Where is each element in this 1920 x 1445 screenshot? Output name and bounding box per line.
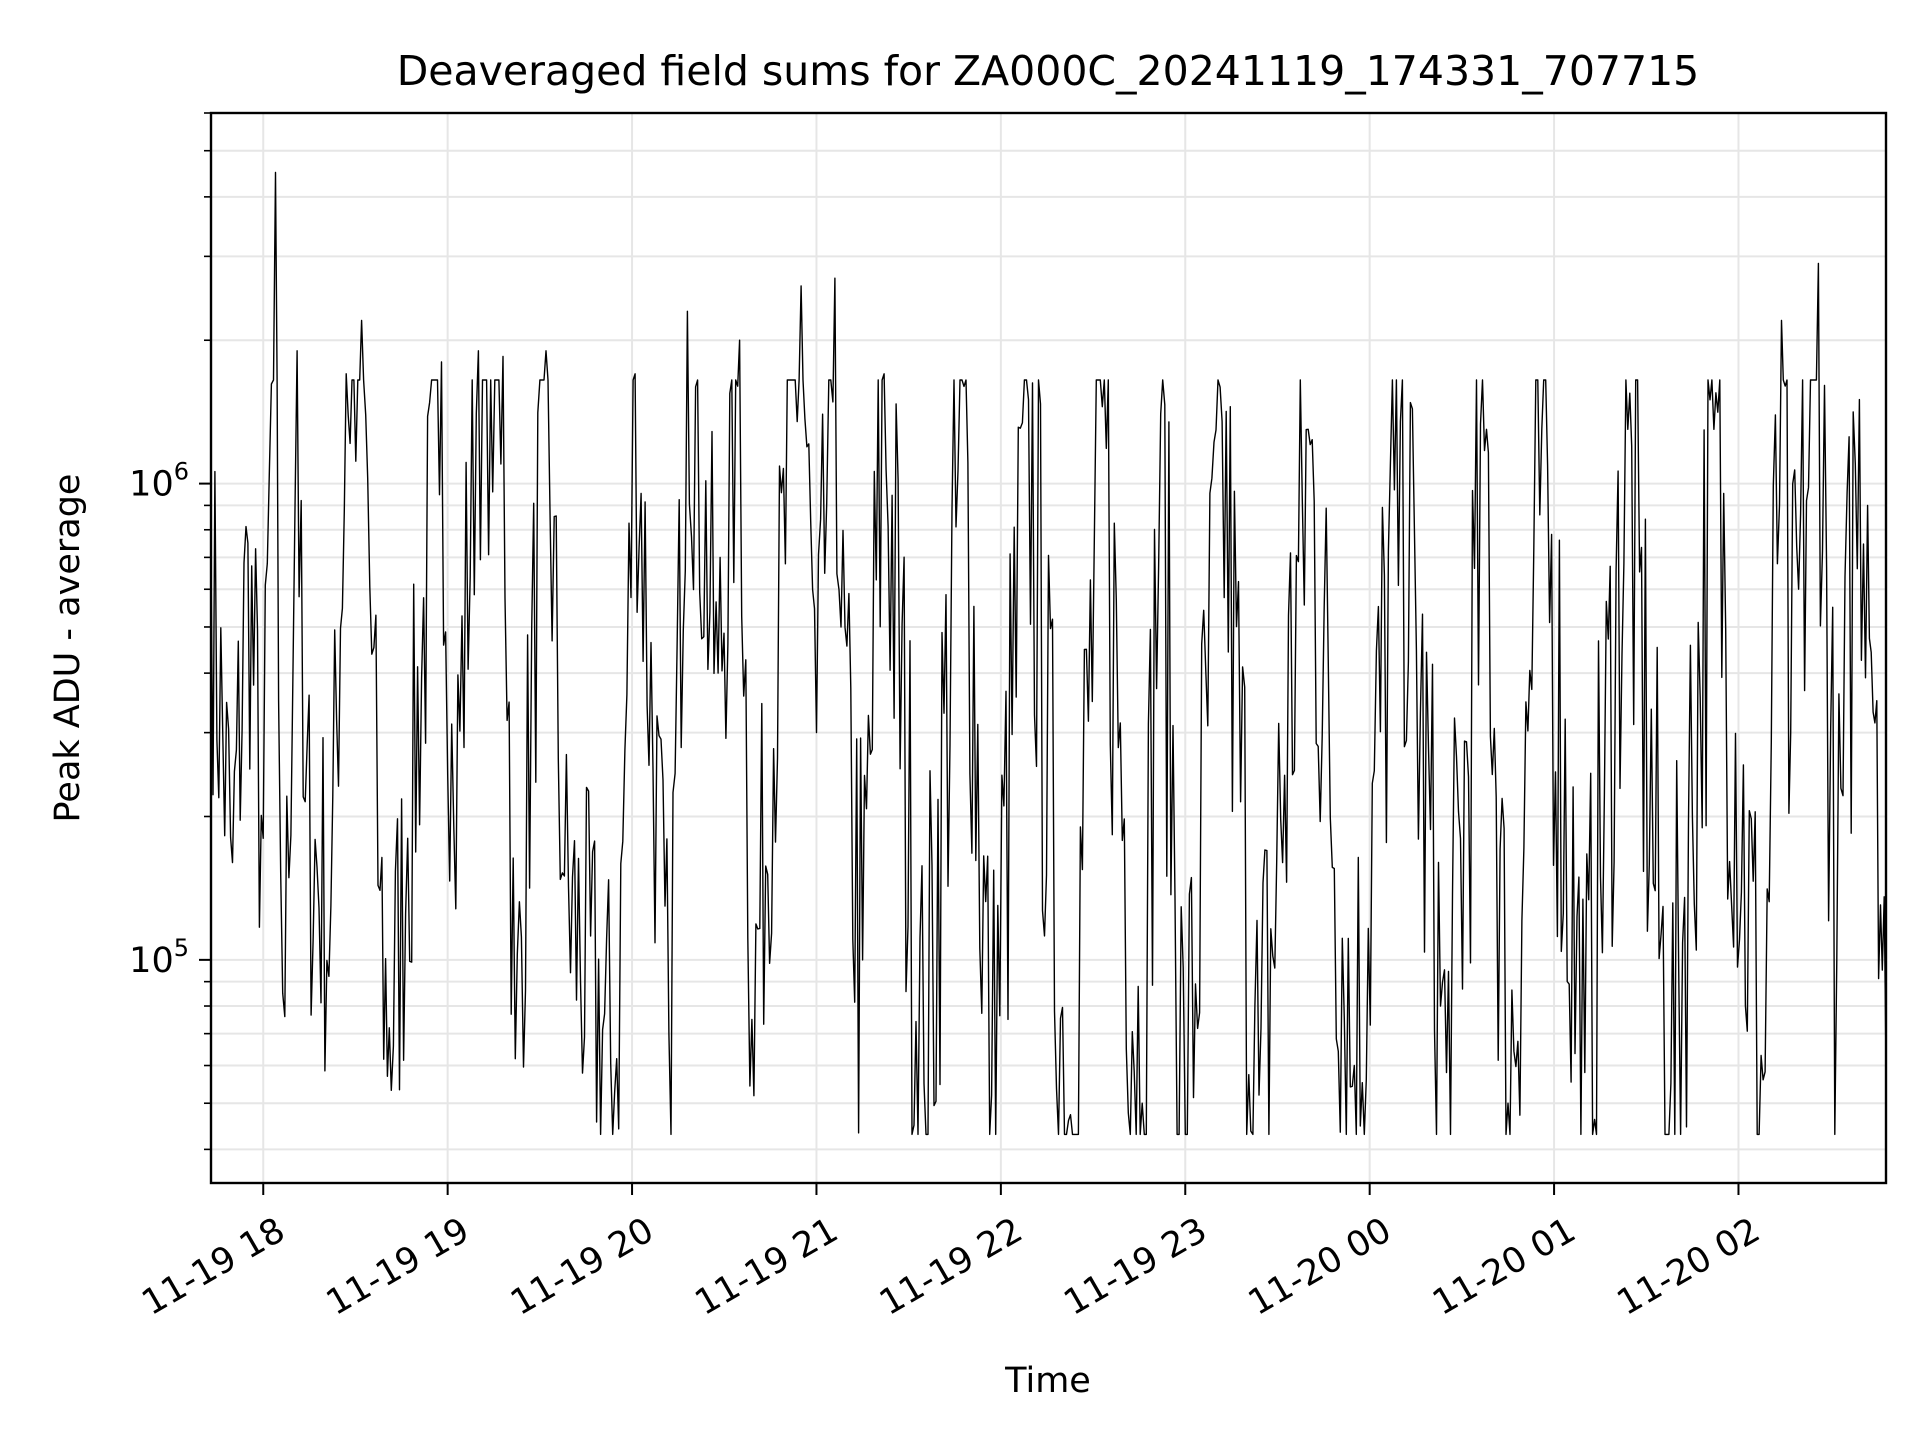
x-tick-label: 11-19 19	[320, 1210, 476, 1323]
x-tick-label: 11-20 01	[1426, 1210, 1582, 1323]
series-line	[210, 171, 1887, 1136]
x-axis-label: Time	[1004, 1361, 1091, 1401]
x-tick-label: 11-19 20	[504, 1210, 660, 1323]
grid	[211, 112, 1886, 1183]
x-tick-label: 11-20 02	[1611, 1210, 1767, 1323]
x-tick-label: 11-20 00	[1242, 1210, 1398, 1323]
x-tick-label: 11-19 21	[689, 1210, 845, 1323]
x-tick-label: 11-19 22	[873, 1210, 1029, 1323]
y-axis-label: Peak ADU - average	[48, 474, 88, 823]
chart-title: Deaveraged field sums for ZA000C_2024111…	[397, 47, 1700, 95]
ticks: 11-19 18 11-19 19 11-19 20 11-19 21 11-19 22…	[129, 112, 1767, 1324]
x-tick-label: 11-19 23	[1057, 1210, 1213, 1323]
y-tick-label: 105	[129, 934, 189, 981]
y-tick-label: 106	[129, 458, 189, 505]
plot-frame	[209, 111, 1888, 1185]
x-tick-label: 11-19 18	[135, 1210, 291, 1323]
